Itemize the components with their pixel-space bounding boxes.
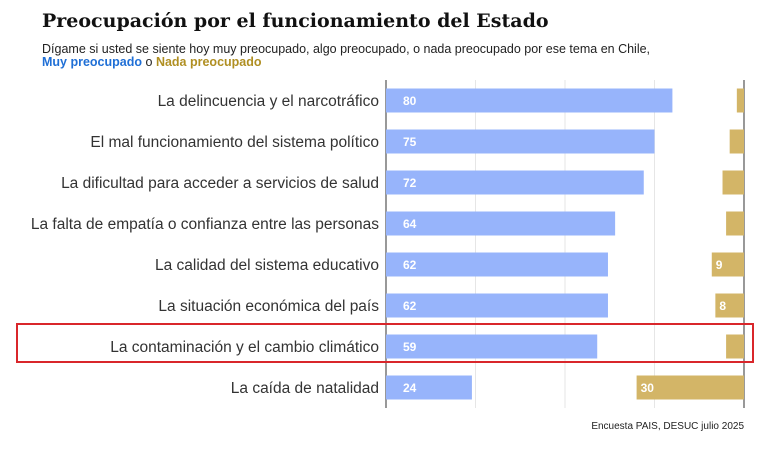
bar-nada-preocupado [726, 211, 744, 236]
category-label: La contaminación y el cambio climático [110, 339, 379, 356]
legend: Muy preocupado o Nada preocupado [42, 55, 262, 69]
bar-muy-preocupado [386, 252, 608, 277]
category-label: La calidad del sistema educativo [155, 257, 379, 274]
category-label: La caída de natalidad [231, 380, 379, 397]
bar-muy-preocupado [386, 293, 608, 318]
bar-nada-preocupado [736, 88, 744, 113]
bar-nada-preocupado [715, 293, 744, 318]
legend-muy-preocupado: Muy preocupado [42, 55, 143, 69]
bar-muy-preocupado [386, 211, 616, 236]
source-note: Encuesta PAIS, DESUC julio 2025 [591, 421, 744, 432]
value-label-muy: 62 [403, 258, 417, 272]
chart-subtitle: Dígame si usted se siente hoy muy preocu… [42, 42, 651, 56]
value-label-nada: 30 [641, 381, 655, 395]
value-label-muy: 80 [403, 94, 417, 108]
value-label-muy: 59 [403, 340, 417, 354]
bar-muy-preocupado [386, 375, 472, 400]
category-label: La dificultad para acceder a servicios d… [61, 175, 379, 192]
chart-title: Preocupación por el funcionamiento del E… [42, 10, 549, 32]
bar-muy-preocupado [386, 88, 673, 113]
value-label-muy: 75 [403, 135, 417, 149]
category-label: La delincuencia y el narcotráfico [158, 93, 379, 110]
category-label: La falta de empatía o confianza entre la… [31, 216, 379, 233]
bar-nada-preocupado [726, 334, 744, 359]
category-label: La situación económica del país [158, 298, 379, 315]
value-label-muy: 62 [403, 299, 417, 313]
bar-nada-preocupado [636, 375, 744, 400]
value-label-nada: 8 [719, 299, 726, 313]
legend-nada-preocupado: Nada preocupado [155, 55, 262, 69]
value-label-nada: 9 [716, 258, 723, 272]
value-label-muy: 24 [403, 381, 417, 395]
value-label-muy: 72 [403, 176, 417, 190]
category-label: El mal funcionamiento del sistema políti… [90, 134, 379, 151]
value-label-muy: 64 [403, 217, 417, 231]
bar-nada-preocupado [722, 170, 744, 195]
bar-muy-preocupado [386, 170, 644, 195]
bar-nada-preocupado [711, 252, 744, 277]
legend-connector: o [145, 55, 153, 69]
bar-muy-preocupado [386, 129, 655, 154]
bar-muy-preocupado [386, 334, 598, 359]
bar-nada-preocupado [729, 129, 744, 154]
